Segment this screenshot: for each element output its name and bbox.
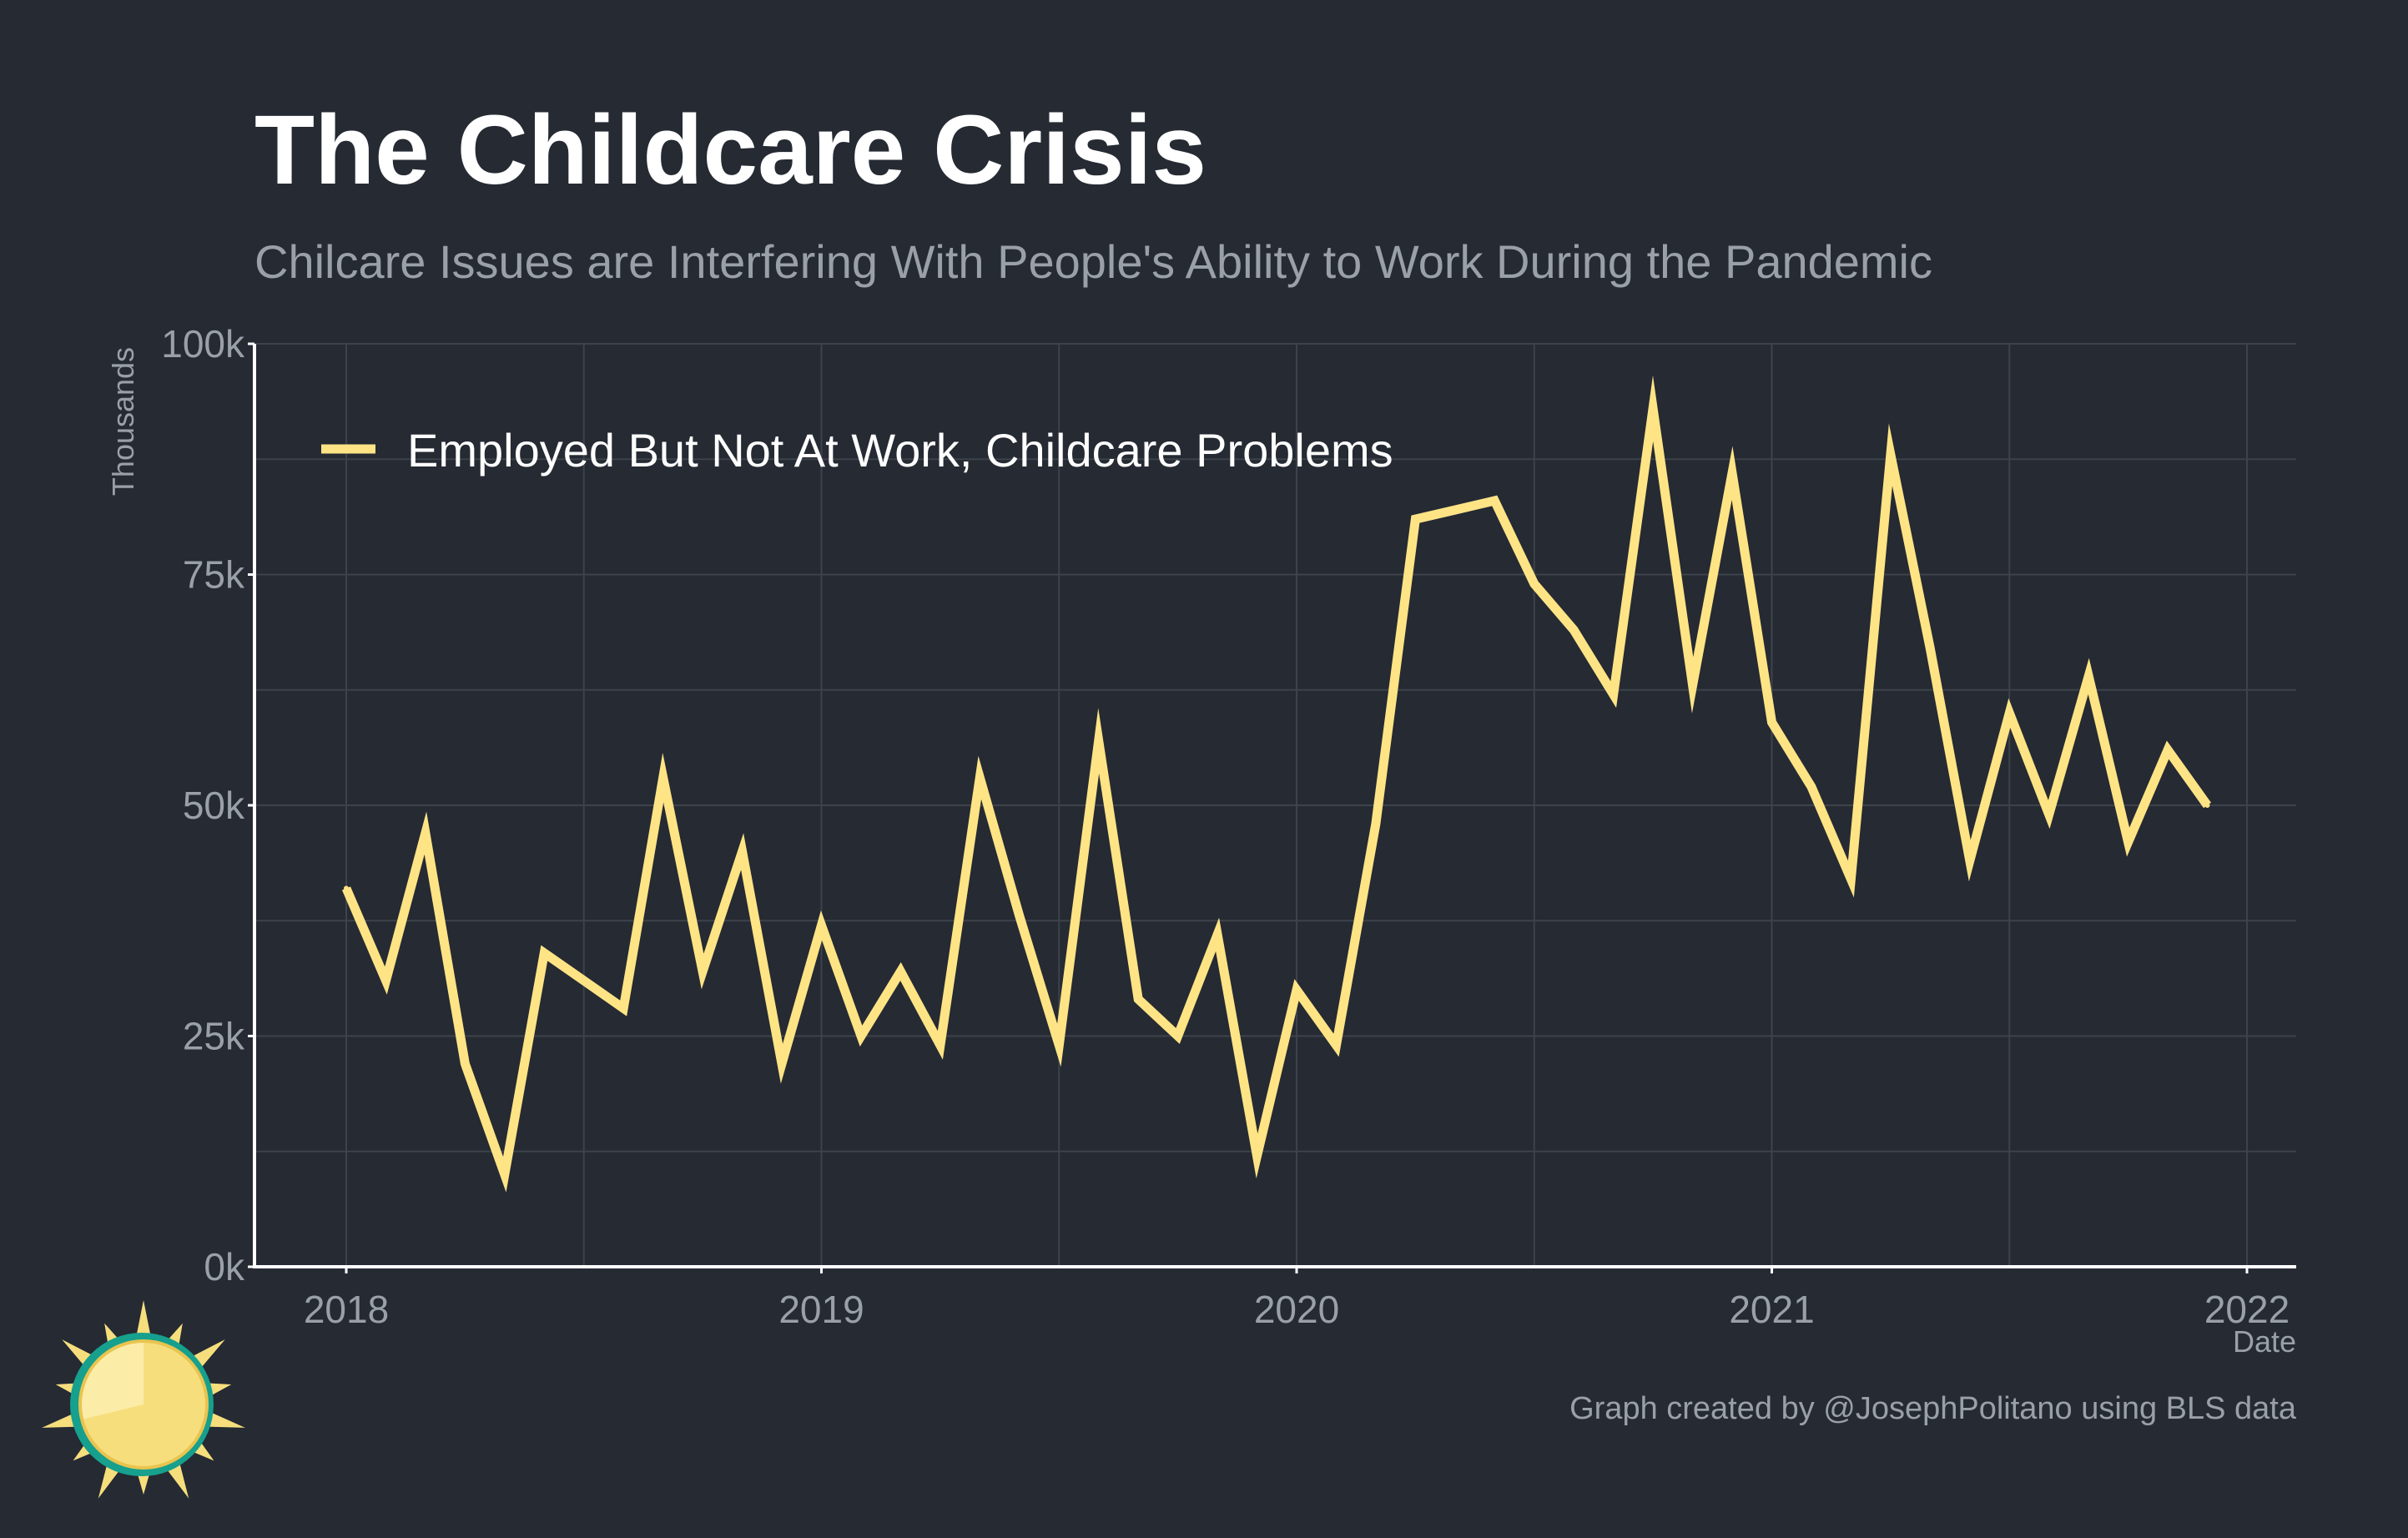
data-point [1492, 498, 1498, 503]
data-point [2086, 673, 2092, 679]
data-point [739, 849, 745, 855]
data-point [2046, 812, 2052, 818]
data-point [859, 1033, 864, 1039]
tick-labels: 0k 25k 50k 75k 100k 2018 2019 2020 2021 2022 [161, 322, 2290, 1331]
sun-disc-outline [78, 1339, 209, 1470]
data-point [501, 1172, 507, 1177]
y-tick-label: 100k [161, 322, 245, 366]
data-point [1056, 1042, 1062, 1048]
data-point [1887, 451, 1893, 457]
legend-label: Employed But Not At Work, Childcare Prob… [407, 424, 1393, 477]
data-point [1730, 470, 1735, 476]
data-point [422, 830, 428, 836]
data-point [1452, 507, 1458, 513]
data-point [1650, 406, 1656, 411]
legend: Employed But Not At Work, Childcare Prob… [321, 424, 1393, 477]
data-point [1848, 876, 1854, 882]
data-point [344, 885, 349, 891]
data-point [1136, 996, 1141, 1002]
data-point [542, 951, 547, 956]
data-point [1690, 683, 1695, 688]
data-point [1175, 1033, 1181, 1039]
data-point [2007, 710, 2013, 716]
y-tick-label: 75k [183, 553, 245, 597]
data-point [383, 978, 389, 984]
data-point [2204, 803, 2210, 808]
data-point [1967, 858, 1972, 864]
data-point [937, 1042, 943, 1048]
data-point [1215, 931, 1221, 937]
y-tick-label: 50k [183, 784, 245, 827]
chart-subtitle: Chilcare Issues are Interfering With Peo… [254, 235, 1932, 288]
y-tick-label: 0k [204, 1245, 245, 1288]
data-point [1809, 784, 1814, 789]
data-point [898, 969, 904, 975]
x-tick-label: 2018 [304, 1288, 389, 1331]
data-point [1571, 627, 1577, 633]
series-line [341, 375, 2211, 1193]
x-tick-label: 2022 [2204, 1288, 2290, 1331]
data-point [1531, 581, 1537, 587]
series [341, 375, 2211, 1193]
x-tick-label: 2020 [1254, 1288, 1339, 1331]
data-point [1333, 1042, 1339, 1048]
data-point [819, 922, 824, 928]
data-point [660, 774, 666, 780]
chart-caption: Graph created by @JosephPolitano using B… [1569, 1391, 2297, 1426]
data-point [2125, 840, 2131, 845]
data-point [779, 1061, 784, 1067]
data-point [977, 774, 983, 780]
data-point [2165, 747, 2171, 753]
x-axis-title: Date [2233, 1324, 2296, 1359]
x-tick-label: 2019 [778, 1288, 864, 1331]
axes [248, 342, 2296, 1273]
data-point [1927, 646, 1933, 651]
x-tick-label: 2021 [1729, 1288, 1814, 1331]
data-point [581, 978, 587, 984]
data-point [462, 1061, 468, 1067]
data-point [1016, 913, 1022, 919]
data-point [1413, 517, 1418, 522]
data-point [700, 969, 706, 975]
data-point [1769, 719, 1775, 725]
y-axis-title: Thousands [106, 347, 140, 496]
y-tick-label: 25k [183, 1015, 245, 1058]
data-point [1610, 692, 1616, 698]
data-point [621, 1006, 627, 1011]
data-point [1254, 1153, 1260, 1159]
sun-logo-icon [42, 1300, 245, 1499]
chart-title: The Childcare Crisis [254, 95, 1207, 205]
sun-highlight [79, 1340, 144, 1419]
grid [254, 343, 2296, 1267]
data-point [1294, 987, 1299, 993]
data-point [1373, 821, 1378, 827]
data-point [1096, 738, 1101, 744]
